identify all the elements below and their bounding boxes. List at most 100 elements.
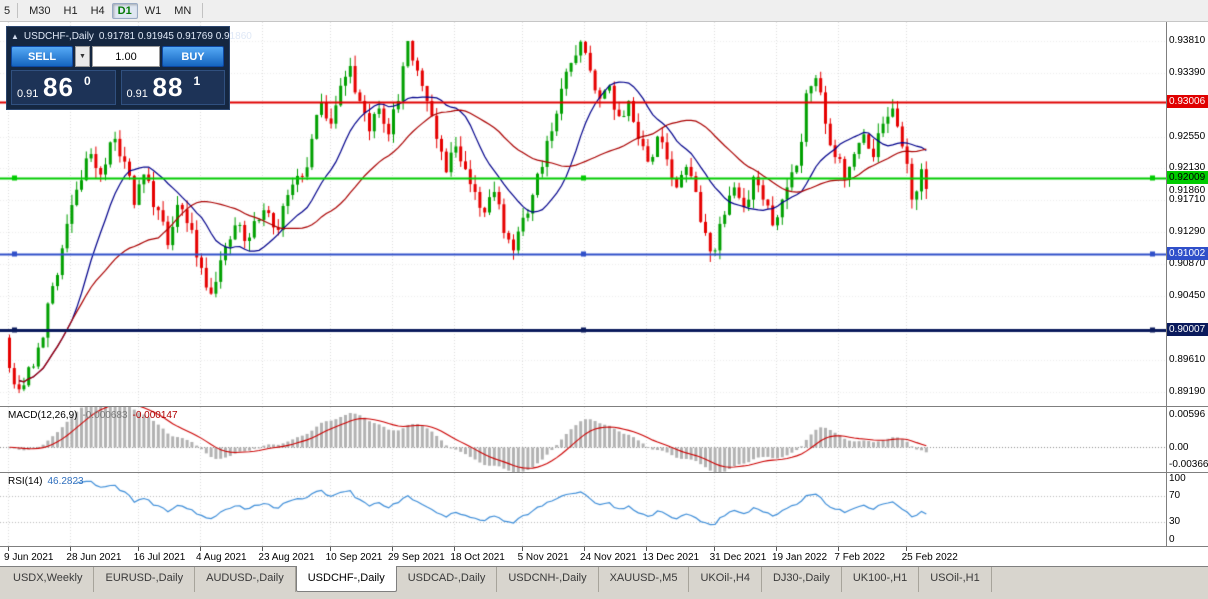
date-label: 4 Aug 2021 [196,552,247,563]
buy-price-prefix: 0.91 [126,88,148,100]
level-price-badge: 0.90007 [1167,322,1208,336]
rsi-axis-label: 0 [1169,534,1175,545]
date-label: 10 Sep 2021 [325,552,383,563]
sell-price-prefix: 0.91 [17,88,39,100]
price-tick-label: 0.93810 [1169,34,1206,46]
time-tick-mark [262,547,264,551]
collapse-panel-icon[interactable]: ▲ [11,31,19,41]
timeframe-button-w1[interactable]: W1 [144,4,162,17]
price-tick-label: 0.92550 [1169,130,1206,142]
axis-border [1166,22,1167,546]
status-strip [0,592,1208,599]
date-label: 29 Sep 2021 [388,552,445,563]
toolbar-separator [202,3,204,18]
price-tick-label: 0.90450 [1169,289,1206,301]
macd-indicator-canvas[interactable] [0,407,1166,472]
buy-button[interactable]: BUY [162,46,224,67]
timeframe-button-mn[interactable]: MN [174,4,192,17]
sell-price-display[interactable]: 0.91 86 0 [11,70,116,105]
time-tick-mark [521,547,523,551]
date-label: 23 Aug 2021 [258,552,315,563]
time-tick-mark [70,547,72,551]
date-label: 31 Dec 2021 [709,552,767,563]
chart-tab-xauusd-m5[interactable]: XAUUSD-,M5 [599,567,690,592]
date-label: 5 Nov 2021 [517,552,569,563]
buy-price-big-figure: 88 [152,72,184,102]
date-label: 28 Jun 2021 [66,552,122,563]
timeframe-button-d1[interactable]: D1 [111,2,138,19]
level-price-badge: 0.91002 [1167,247,1208,261]
date-label: 13 Dec 2021 [642,552,700,563]
time-tick-mark [776,547,777,551]
macd-axis: 0.00596 0.00 -0.00366 [1167,407,1208,472]
time-tick-mark [646,547,648,551]
timeframe-button-h4[interactable]: H4 [90,4,105,17]
time-tick-mark [137,547,139,551]
macd-axis-label: 0.00596 [1169,409,1206,420]
date-label: 19 Jan 2022 [772,552,828,563]
chart-tab-usdchf-daily[interactable]: USDCHF-,Daily [295,566,397,592]
price-tick-label: 0.91290 [1169,226,1206,238]
ohlc-values: 0.91781 0.91945 0.91769 0.91860 [98,30,252,42]
buy-price-pipette: 1 [193,74,201,88]
pane-separator[interactable] [0,406,1208,407]
macd-axis-label: 0.00 [1169,441,1189,453]
time-tick-mark [838,547,840,551]
level-price-badge: 0.93006 [1167,94,1208,108]
volume-dropdown-arrow-icon[interactable]: ▼ [75,46,90,67]
chart-tab-ukoil-h4[interactable]: UKOil-,H4 [689,567,762,592]
pane-separator [0,546,1208,547]
timeframe-button-partial[interactable]: 5 [4,4,11,17]
macd-signal-value: -0.000147 [132,410,178,421]
date-label: 7 Feb 2022 [834,552,885,563]
symbol-label: USDCHF-,Daily [23,30,94,42]
sell-price-big-figure: 86 [43,72,74,102]
sell-button[interactable]: SELL [11,46,73,67]
toolbar-separator [17,3,19,18]
price-tick-label: 0.89190 [1169,385,1206,397]
price-tick-label: 0.93390 [1169,66,1206,78]
sell-price-pipette: 0 [84,74,91,88]
pane-separator[interactable] [0,472,1208,473]
rsi-indicator-canvas[interactable] [0,473,1166,546]
date-label: 9 Jun 2021 [4,552,54,563]
rsi-axis-label: 30 [1169,516,1181,528]
level-price-badge: 0.92009 [1167,170,1208,184]
macd-main-value: -0.000683 [82,410,128,421]
price-tick-label: 0.91710 [1169,194,1206,206]
price-axis[interactable]: 0.93810 0.93390 0.92550 0.92130 0.91710 0.912… [1167,22,1208,406]
price-tick-label: 0.89610 [1169,353,1206,365]
price-tick-label: 0.92130 [1169,162,1206,174]
time-tick-mark [8,547,9,551]
time-tick-mark [584,547,585,551]
rsi-name: RSI(14) [8,476,43,487]
current-price-label: 0.91860 [1169,184,1206,196]
rsi-axis-label: 100 [1169,473,1186,484]
chart-tab-audusd-daily[interactable]: AUDUSD-,Daily [195,567,296,592]
chart-tab-uk100-h1[interactable]: UK100-,H1 [842,567,920,592]
rsi-axis-label: 70 [1169,489,1181,501]
time-tick-mark [392,547,393,551]
buy-price-display[interactable]: 0.91 88 1 [120,70,225,105]
chart-tab-usdcnh-daily[interactable]: USDCNH-,Daily [497,567,599,592]
chart-tab-usoil-h1[interactable]: USOil-,H1 [919,567,992,592]
chart-tab-eurusd-daily[interactable]: EURUSD-,Daily [94,567,196,592]
chart-tab-bar: USDX,Weekly EURUSD-,Daily AUDUSD-,Daily USD… [0,566,1208,592]
time-tick-mark [329,547,331,551]
time-tick-mark [200,547,201,551]
chart-tab-dj30-daily[interactable]: DJ30-,Daily [762,567,842,592]
time-tick-mark [713,547,715,551]
rsi-indicator-label: RSI(14) 46.2823 [8,476,84,487]
time-tick-mark [905,547,907,551]
timeframe-button-h1[interactable]: H1 [63,4,78,17]
chart-tab-usdx-weekly[interactable]: USDX,Weekly [2,567,95,592]
macd-name: MACD(12,26,9) [8,410,78,421]
date-label: 18 Oct 2021 [450,552,505,563]
time-axis[interactable]: 9 Jun 2021 28 Jun 2021 16 Jul 2021 4 Aug 20… [0,547,1208,566]
timeframe-button-m30[interactable]: M30 [29,4,51,17]
rsi-value: 46.2823 [47,476,84,487]
chart-tab-usdcad-daily[interactable]: USDCAD-,Daily [397,567,498,592]
volume-input[interactable] [92,46,160,67]
date-label: 25 Feb 2022 [901,552,958,563]
